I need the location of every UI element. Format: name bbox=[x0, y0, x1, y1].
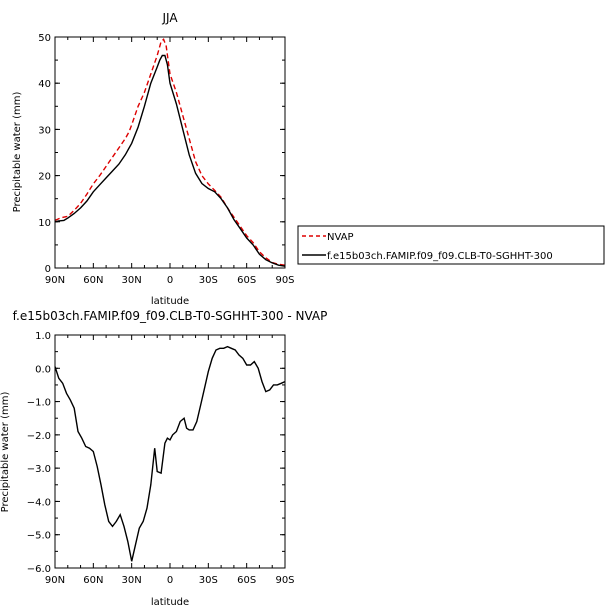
top-ytick-label: 40 bbox=[38, 79, 51, 90]
bottom-xtick-label: 90N bbox=[45, 575, 65, 586]
bottom-ytick-label: 0.0 bbox=[35, 364, 51, 375]
bottom-ytick-label: −4.0 bbox=[27, 497, 51, 508]
top-xtick-label: 60S bbox=[237, 275, 256, 286]
bottom-xtick-label: 0 bbox=[167, 575, 173, 586]
top-series-line-0 bbox=[54, 38, 286, 266]
bottom-xtick-label: 60S bbox=[237, 575, 256, 586]
bottom-series-line-0 bbox=[54, 345, 286, 562]
bottom-xtick-label: 90S bbox=[275, 575, 294, 586]
top-chart-title: JJA bbox=[161, 11, 178, 25]
top-ytick-label: 50 bbox=[38, 33, 51, 44]
bottom-chart-xlabel: latitude bbox=[151, 597, 189, 608]
bottom-chart-panel: f.e15b03ch.FAMIP.f09_f09.CLB-T0-SGHHT-30… bbox=[0, 309, 327, 608]
top-xtick-label: 90S bbox=[275, 275, 294, 286]
bottom-ytick-label: −5.0 bbox=[27, 531, 51, 542]
bottom-chart-title: f.e15b03ch.FAMIP.f09_f09.CLB-T0-SGHHT-30… bbox=[13, 309, 328, 323]
bottom-ytick-label: −1.0 bbox=[27, 398, 51, 409]
bottom-ytick-label: −2.0 bbox=[27, 431, 51, 442]
top-chart-xlabel: latitude bbox=[151, 296, 189, 307]
top-xtick-label: 90N bbox=[45, 275, 65, 286]
top-chart-legend: NVAP f.e15b03ch.FAMIP.f09_f09.CLB-T0-SGH… bbox=[297, 225, 605, 265]
top-chart-panel: JJA Precipitable water (mm) latitude 90N… bbox=[12, 11, 605, 307]
bottom-xtick-label: 30S bbox=[199, 575, 218, 586]
top-xtick-label: 0 bbox=[167, 275, 173, 286]
top-xtick-label: 60N bbox=[83, 275, 103, 286]
bottom-plot-frame bbox=[54, 334, 286, 569]
bottom-ytick-label: −6.0 bbox=[27, 564, 51, 575]
legend-box bbox=[297, 225, 605, 265]
bottom-xtick-label: 30N bbox=[122, 575, 142, 586]
top-ytick-label: 30 bbox=[38, 125, 51, 136]
top-plot-frame bbox=[54, 36, 286, 269]
top-ytick-label: 10 bbox=[38, 218, 51, 229]
top-ytick-label: 0 bbox=[45, 264, 51, 275]
bottom-chart-ylabel: Precipitable water (mm) bbox=[0, 392, 11, 513]
bottom-xtick-label: 60N bbox=[83, 575, 103, 586]
top-chart-ylabel: Precipitable water (mm) bbox=[12, 92, 23, 213]
legend-label-nvap: NVAP bbox=[327, 232, 354, 243]
top-xtick-label: 30N bbox=[122, 275, 142, 286]
legend-label-model: f.e15b03ch.FAMIP.f09_f09.CLB-T0-SGHHT-30… bbox=[327, 251, 553, 262]
top-xtick-label: 30S bbox=[199, 275, 218, 286]
bottom-ytick-label: −3.0 bbox=[27, 464, 51, 475]
top-ytick-label: 20 bbox=[38, 172, 51, 183]
bottom-ytick-label: 1.0 bbox=[35, 331, 51, 342]
top-series-line-1 bbox=[54, 54, 286, 267]
